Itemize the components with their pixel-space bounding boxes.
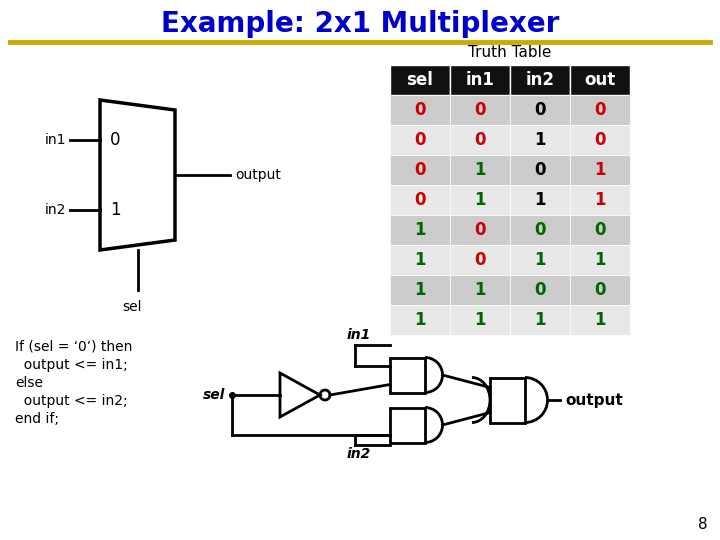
- Text: output: output: [235, 168, 281, 182]
- FancyBboxPatch shape: [570, 275, 630, 305]
- FancyBboxPatch shape: [510, 125, 570, 155]
- FancyBboxPatch shape: [450, 185, 510, 215]
- Text: end if;: end if;: [15, 412, 59, 426]
- Text: 0: 0: [534, 161, 546, 179]
- Text: 1: 1: [534, 251, 546, 269]
- FancyBboxPatch shape: [570, 215, 630, 245]
- FancyBboxPatch shape: [390, 185, 450, 215]
- FancyBboxPatch shape: [450, 125, 510, 155]
- Text: output <= in2;: output <= in2;: [15, 394, 127, 408]
- FancyBboxPatch shape: [390, 245, 450, 275]
- Text: 1: 1: [474, 311, 486, 329]
- Text: 1: 1: [594, 191, 606, 209]
- Text: 1: 1: [474, 281, 486, 299]
- FancyBboxPatch shape: [450, 155, 510, 185]
- Text: output: output: [565, 393, 623, 408]
- FancyBboxPatch shape: [390, 65, 450, 95]
- FancyBboxPatch shape: [390, 215, 450, 245]
- FancyBboxPatch shape: [570, 245, 630, 275]
- FancyBboxPatch shape: [450, 245, 510, 275]
- FancyBboxPatch shape: [450, 95, 510, 125]
- Text: 0: 0: [594, 131, 606, 149]
- Text: out: out: [585, 71, 616, 89]
- Text: sel: sel: [202, 388, 225, 402]
- Text: 0: 0: [109, 131, 120, 149]
- Text: in1: in1: [45, 133, 66, 147]
- FancyBboxPatch shape: [510, 95, 570, 125]
- FancyBboxPatch shape: [450, 275, 510, 305]
- Text: 0: 0: [414, 101, 426, 119]
- Text: 1: 1: [594, 161, 606, 179]
- Text: 1: 1: [534, 131, 546, 149]
- FancyBboxPatch shape: [570, 305, 630, 335]
- Text: Truth Table: Truth Table: [468, 45, 552, 60]
- Text: 1: 1: [594, 311, 606, 329]
- FancyBboxPatch shape: [390, 357, 425, 393]
- FancyBboxPatch shape: [510, 185, 570, 215]
- Text: Example: 2x1 Multiplexer: Example: 2x1 Multiplexer: [161, 10, 559, 38]
- Text: 1: 1: [534, 191, 546, 209]
- Text: 8: 8: [698, 517, 708, 532]
- FancyBboxPatch shape: [510, 65, 570, 95]
- FancyBboxPatch shape: [510, 245, 570, 275]
- Text: in2: in2: [526, 71, 554, 89]
- FancyBboxPatch shape: [450, 65, 510, 95]
- Text: If (sel = ‘0’) then: If (sel = ‘0’) then: [15, 340, 132, 354]
- Text: 0: 0: [414, 131, 426, 149]
- FancyBboxPatch shape: [570, 65, 630, 95]
- FancyBboxPatch shape: [510, 275, 570, 305]
- Text: 1: 1: [474, 191, 486, 209]
- Text: 1: 1: [414, 281, 426, 299]
- Text: 0: 0: [594, 221, 606, 239]
- FancyBboxPatch shape: [510, 215, 570, 245]
- Text: in2: in2: [45, 203, 66, 217]
- FancyBboxPatch shape: [390, 155, 450, 185]
- FancyBboxPatch shape: [510, 155, 570, 185]
- Text: 1: 1: [534, 311, 546, 329]
- Text: 0: 0: [474, 221, 486, 239]
- FancyBboxPatch shape: [390, 125, 450, 155]
- FancyBboxPatch shape: [570, 125, 630, 155]
- Text: in2: in2: [347, 447, 372, 461]
- FancyBboxPatch shape: [390, 95, 450, 125]
- FancyBboxPatch shape: [450, 215, 510, 245]
- Text: 1: 1: [414, 221, 426, 239]
- Text: 1: 1: [109, 201, 120, 219]
- Text: 0: 0: [474, 131, 486, 149]
- Text: 0: 0: [474, 101, 486, 119]
- Text: 1: 1: [414, 311, 426, 329]
- Text: 0: 0: [534, 101, 546, 119]
- Text: 0: 0: [474, 251, 486, 269]
- Text: output <= in1;: output <= in1;: [15, 358, 127, 372]
- Text: 0: 0: [414, 161, 426, 179]
- FancyBboxPatch shape: [570, 185, 630, 215]
- FancyBboxPatch shape: [570, 95, 630, 125]
- Text: sel: sel: [122, 300, 143, 314]
- Text: else: else: [15, 376, 43, 390]
- Text: in1: in1: [466, 71, 495, 89]
- Text: 1: 1: [474, 161, 486, 179]
- Text: 0: 0: [414, 191, 426, 209]
- Text: 0: 0: [534, 221, 546, 239]
- FancyBboxPatch shape: [490, 377, 525, 422]
- FancyBboxPatch shape: [510, 305, 570, 335]
- FancyBboxPatch shape: [390, 305, 450, 335]
- Text: sel: sel: [407, 71, 433, 89]
- Text: 0: 0: [594, 101, 606, 119]
- Text: 1: 1: [594, 251, 606, 269]
- Text: 0: 0: [594, 281, 606, 299]
- Text: 1: 1: [414, 251, 426, 269]
- FancyBboxPatch shape: [450, 305, 510, 335]
- FancyBboxPatch shape: [570, 155, 630, 185]
- Text: 0: 0: [534, 281, 546, 299]
- FancyBboxPatch shape: [390, 408, 425, 442]
- Text: in1: in1: [347, 328, 372, 342]
- FancyBboxPatch shape: [390, 275, 450, 305]
